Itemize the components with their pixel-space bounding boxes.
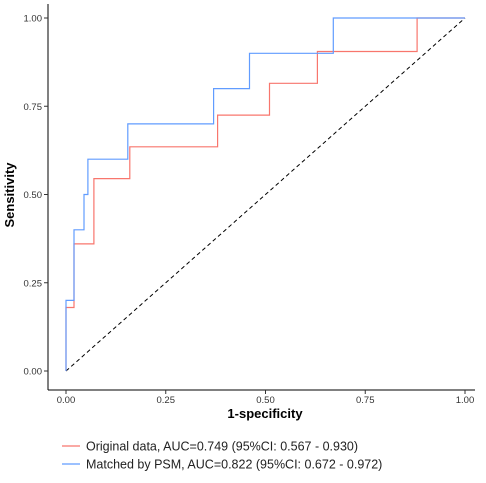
legend-label-series-2: Matched by PSM, AUC=0.822 (95%CI: 0.672 … xyxy=(86,458,382,472)
legend: Original data, AUC=0.749 (95%CI: 0.567 -… xyxy=(62,440,382,472)
x-tick-label: 0.75 xyxy=(356,395,375,406)
y-tick-label: 0.25 xyxy=(24,278,43,289)
x-tick-label: 1.00 xyxy=(456,395,475,406)
roc-curve-series-2 xyxy=(65,17,465,371)
x-axis-title: 1-specificity xyxy=(227,406,303,421)
y-tick-label: 0.75 xyxy=(24,102,43,113)
x-tick-label: 0.25 xyxy=(157,395,176,406)
legend-label-series-1: Original data, AUC=0.749 (95%CI: 0.567 -… xyxy=(86,440,358,454)
reference-diagonal xyxy=(65,17,466,372)
x-tick-label: 0.50 xyxy=(256,395,275,406)
y-tick-label: 0.00 xyxy=(24,367,43,378)
x-tick-label: 0.00 xyxy=(57,395,76,406)
y-tick-label: 0.50 xyxy=(24,190,43,201)
y-axis-title: Sensitivity xyxy=(2,162,17,228)
y-tick-label: 1.00 xyxy=(24,14,43,25)
